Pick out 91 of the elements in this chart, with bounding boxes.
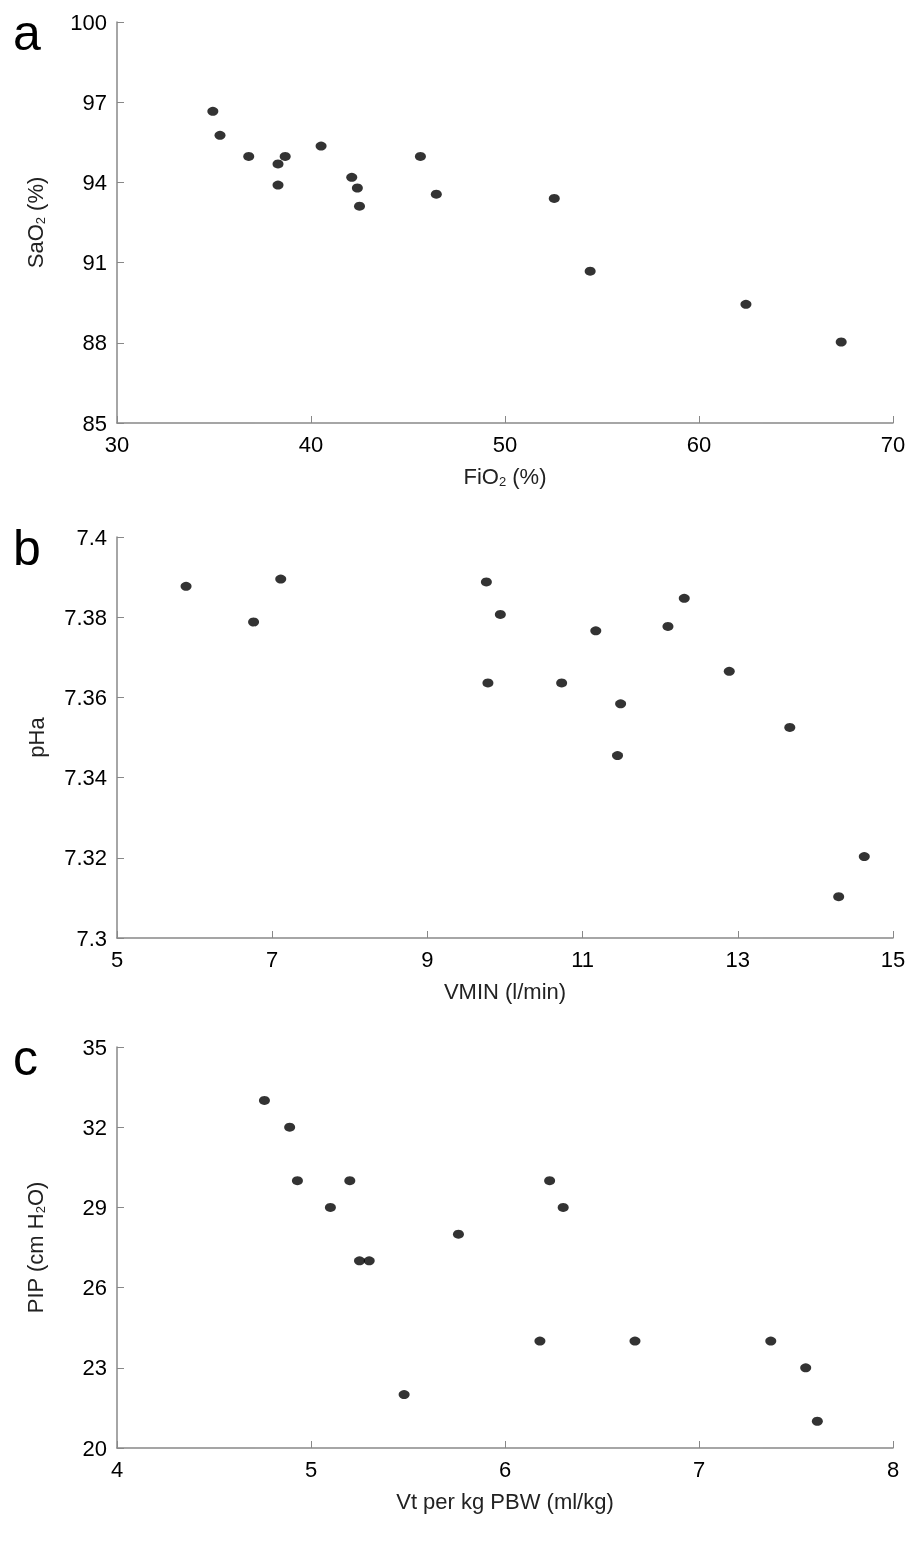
point — [584, 266, 596, 276]
point — [494, 609, 506, 619]
point — [858, 852, 870, 862]
point — [354, 1256, 365, 1266]
point — [835, 337, 847, 347]
point — [363, 1256, 375, 1266]
point — [284, 1122, 296, 1132]
y-tick-label: 26 — [82, 1275, 107, 1301]
x-tick-label: 7 — [266, 946, 279, 972]
y-tick-label: 20 — [82, 1435, 107, 1461]
point — [354, 201, 365, 211]
point — [678, 593, 690, 603]
point — [615, 699, 627, 709]
x-axis-title: VMIN (l/min) — [443, 978, 567, 1004]
x-axis-title: Vt per kg PBW (ml/kg) — [396, 1488, 614, 1514]
y-tick-label: 29 — [82, 1194, 107, 1220]
x-axis-title: FiO2 (%) — [463, 464, 547, 489]
x-tick-label: 4 — [110, 1456, 124, 1482]
x-tick-label: 8 — [886, 1456, 900, 1482]
y-tick-label: 94 — [82, 169, 107, 195]
point — [346, 172, 358, 182]
point — [590, 626, 602, 636]
y-tick-label: 97 — [82, 89, 107, 115]
y-tick-label: 32 — [82, 1114, 107, 1140]
point — [811, 1416, 823, 1426]
point — [482, 678, 494, 688]
point — [272, 159, 284, 169]
x-tick-label: 5 — [110, 946, 124, 972]
y-axis-title: SaO2 (%) — [23, 176, 48, 269]
point — [272, 180, 284, 190]
x-tick-label: 6 — [498, 1456, 512, 1482]
point — [723, 666, 735, 676]
y-tick-label: 100 — [70, 9, 107, 35]
point — [612, 751, 624, 761]
point — [315, 141, 327, 151]
x-tick-label: 9 — [421, 946, 434, 972]
point — [544, 1176, 556, 1186]
point — [258, 1095, 270, 1105]
point — [275, 574, 287, 584]
x-tick-label: 50 — [492, 431, 518, 457]
x-tick-label: 15 — [880, 946, 906, 972]
point — [765, 1336, 777, 1346]
point — [180, 581, 192, 591]
point — [279, 151, 291, 161]
point — [800, 1363, 812, 1373]
point — [207, 106, 219, 116]
x-tick-label: 70 — [880, 431, 906, 457]
y-tick-label: 7.3 — [76, 925, 107, 951]
x-tick-label: 40 — [298, 431, 324, 457]
y-tick-label: 7.32 — [64, 845, 107, 871]
point — [833, 892, 845, 902]
point — [548, 193, 560, 203]
point — [398, 1390, 410, 1400]
x-tick-label: 5 — [304, 1456, 318, 1482]
y-tick-label: 35 — [82, 1034, 107, 1060]
point — [291, 1176, 303, 1186]
point — [480, 577, 492, 587]
x-tick-label: 7 — [692, 1456, 706, 1482]
x-tick-label: 11 — [571, 946, 595, 972]
point — [557, 1202, 569, 1212]
point — [784, 722, 796, 732]
y-tick-label: 7.4 — [76, 524, 107, 550]
point — [243, 151, 255, 161]
y-tick-label: 23 — [82, 1355, 107, 1381]
point — [662, 621, 674, 631]
point — [351, 183, 363, 193]
y-tick-label: 91 — [82, 250, 107, 276]
x-tick-label: 30 — [104, 431, 130, 457]
x-tick-label: 60 — [686, 431, 712, 457]
point — [324, 1202, 336, 1212]
x-tick-label: 13 — [725, 946, 751, 972]
y-tick-label: 88 — [82, 330, 107, 356]
y-tick-label: 7.36 — [64, 684, 107, 710]
point — [344, 1176, 356, 1186]
chart-title: a — [13, 5, 41, 61]
y-axis-title: PIP (cm H2O) — [23, 1181, 48, 1314]
point — [414, 151, 426, 161]
chart-title: b — [13, 520, 41, 576]
point — [452, 1229, 464, 1239]
y-axis-title: pHa — [23, 716, 49, 758]
y-tick-label: 85 — [82, 410, 107, 436]
chart-title: c — [13, 1030, 38, 1086]
point — [556, 678, 568, 688]
point — [248, 617, 260, 627]
y-tick-label: 7.34 — [64, 765, 107, 791]
point — [740, 299, 752, 309]
point — [629, 1336, 641, 1346]
point — [534, 1336, 546, 1346]
point — [430, 189, 442, 199]
point — [214, 130, 226, 140]
y-tick-label: 7.38 — [64, 604, 107, 630]
